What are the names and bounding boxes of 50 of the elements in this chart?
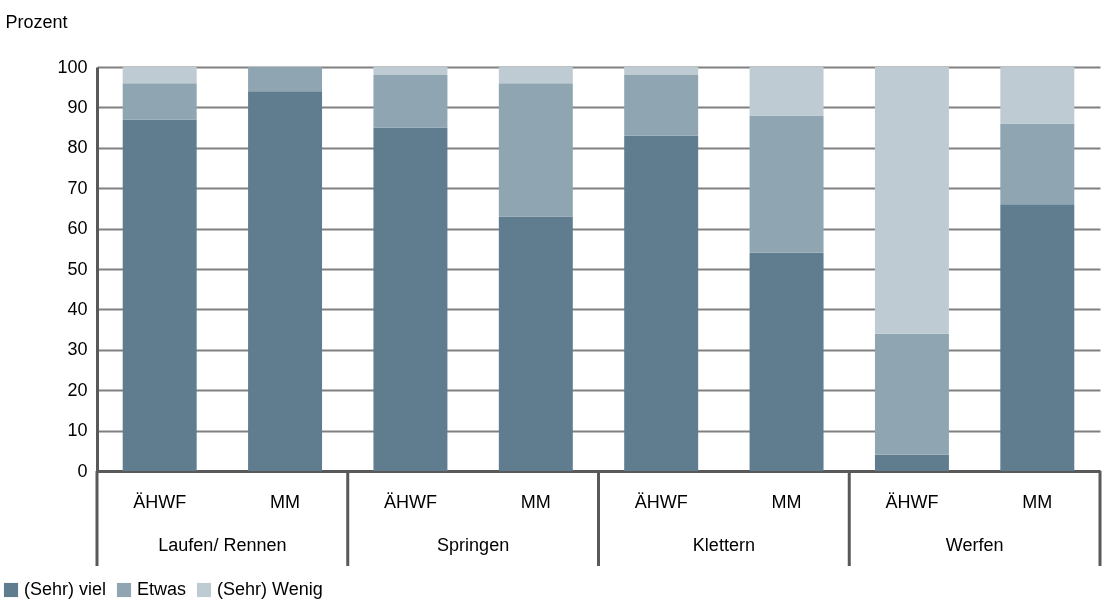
bar bbox=[624, 135, 699, 471]
bar bbox=[498, 216, 573, 471]
bar bbox=[1000, 204, 1075, 471]
bar bbox=[624, 67, 699, 76]
x-tick-label: MM bbox=[1022, 491, 1053, 512]
bar bbox=[498, 67, 573, 84]
bar bbox=[122, 83, 197, 120]
y-axis-title: Prozent bbox=[5, 11, 68, 32]
x-tick-label: ÄHWF bbox=[885, 491, 939, 512]
y-tick-label: 10 bbox=[67, 420, 88, 441]
bar bbox=[248, 67, 323, 92]
bar bbox=[1000, 123, 1075, 205]
text: Laufen/ Rennen bbox=[158, 535, 287, 555]
bar bbox=[373, 127, 448, 471]
text: Klettern bbox=[692, 535, 755, 555]
bar bbox=[874, 67, 949, 334]
x-tick-label: ÄHWF bbox=[133, 491, 187, 512]
y-tick-label: 70 bbox=[67, 177, 88, 198]
x-tick-label: MM bbox=[270, 491, 301, 512]
legend-label: Etwas bbox=[137, 579, 187, 599]
bar bbox=[624, 75, 699, 136]
y-tick-label: 50 bbox=[67, 258, 88, 279]
y-tick-label: 40 bbox=[67, 298, 88, 319]
x-tick-label: ÄHWF bbox=[383, 491, 437, 512]
bar bbox=[373, 75, 448, 128]
y-tick-label: 100 bbox=[57, 56, 88, 77]
bar bbox=[498, 83, 573, 217]
bar bbox=[749, 115, 824, 253]
bar bbox=[874, 454, 949, 471]
bar bbox=[373, 67, 448, 76]
legend-label: (Sehr) viel bbox=[24, 579, 107, 599]
y-tick-label: 60 bbox=[67, 218, 88, 239]
x-tick-label: ÄHWF bbox=[634, 491, 688, 512]
text: Springen bbox=[437, 535, 510, 555]
y-tick-label: 90 bbox=[67, 96, 88, 117]
bar bbox=[122, 67, 197, 84]
bar bbox=[248, 91, 323, 471]
bar bbox=[749, 252, 824, 471]
legend-label: (Sehr) Wenig bbox=[217, 579, 323, 599]
text: Werfen bbox=[945, 535, 1004, 555]
bar bbox=[874, 333, 949, 455]
x-tick-label: MM bbox=[771, 491, 802, 512]
y-tick-label: 80 bbox=[67, 137, 88, 158]
x-tick-label: MM bbox=[520, 491, 551, 512]
bar bbox=[1000, 67, 1075, 124]
y-tick-label: 0 bbox=[77, 460, 88, 481]
y-tick-label: 30 bbox=[67, 339, 88, 360]
y-tick-label: 20 bbox=[67, 379, 88, 400]
bar bbox=[749, 67, 824, 116]
bar bbox=[122, 119, 197, 471]
